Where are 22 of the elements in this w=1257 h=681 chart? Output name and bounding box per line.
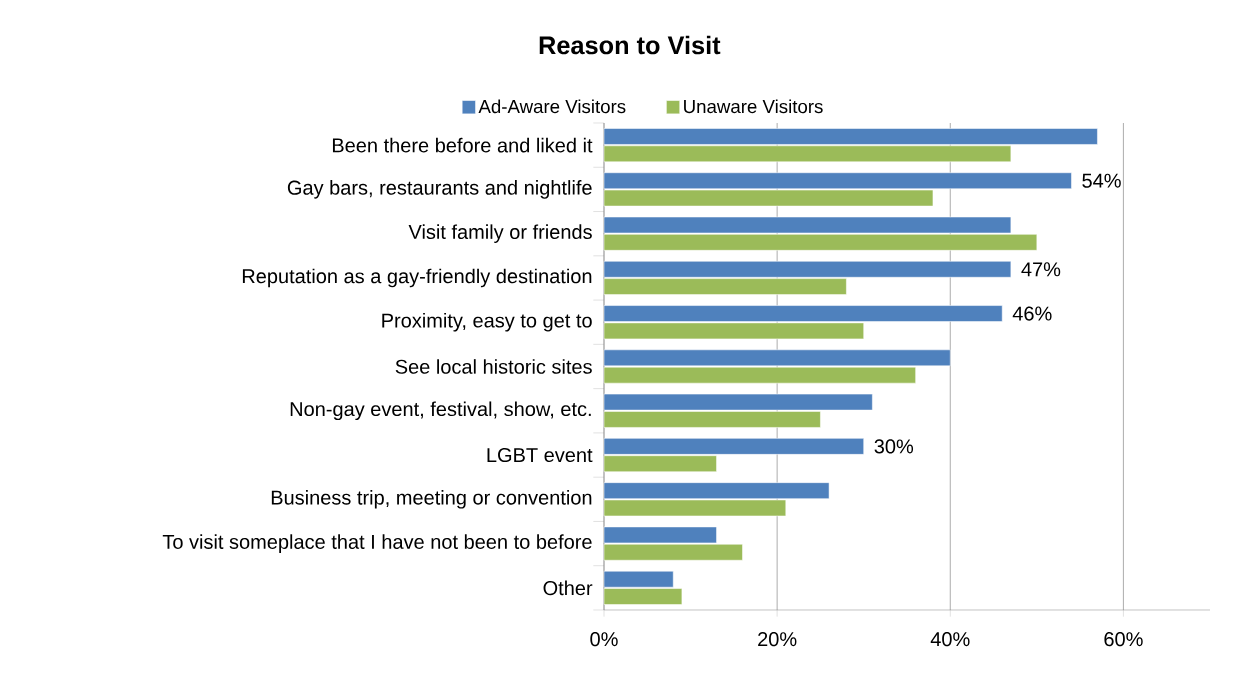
y-tick-label: LGBT event: [487, 447, 593, 463]
data-label: 30%: [874, 439, 914, 454]
chart-title: Reason to Visit: [539, 35, 721, 55]
y-tick-label: Non-gay event, festival, show, etc.: [290, 401, 591, 421]
y-tick-label: Other: [543, 580, 593, 596]
legend-label: Unaware Visitors: [684, 99, 823, 114]
x-tick-label: 0%: [590, 632, 618, 647]
y-tick-label: To visit someplace that I have not been to before: [162, 534, 592, 553]
y-tick-label: Been there before and liked it: [332, 137, 593, 153]
legend-label: Ad-Aware Visitors: [478, 99, 626, 114]
data-label: 46%: [1012, 306, 1052, 321]
y-tick-label: Visit family or friends: [408, 224, 592, 243]
y-tick-label: Gay bars, restaurants and nightlife: [287, 180, 592, 199]
y-tick-label: Proximity, easy to get to: [382, 312, 592, 332]
data-label: 54%: [1082, 173, 1121, 188]
y-tick-label: Reputation as a gay-friendly destination: [242, 268, 592, 288]
x-tick-label: 40%: [930, 632, 970, 647]
x-tick-label: 20%: [758, 632, 797, 647]
x-tick-label: 60%: [1104, 632, 1143, 647]
y-tick-label: Business trip, meeting or convention: [271, 489, 592, 509]
y-tick-label: See local historic sites: [395, 359, 592, 374]
data-label: 47%: [1021, 262, 1061, 277]
